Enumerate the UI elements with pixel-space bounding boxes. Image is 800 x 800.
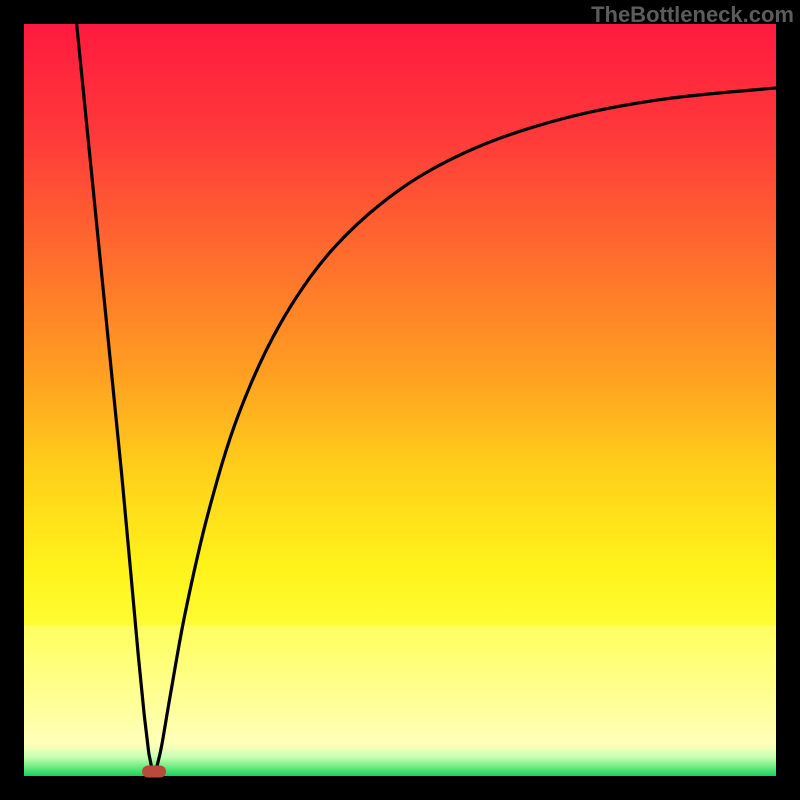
bottleneck-chart xyxy=(0,0,800,800)
minimum-marker xyxy=(142,765,166,777)
chart-container: TheBottleneck.com xyxy=(0,0,800,800)
watermark-text: TheBottleneck.com xyxy=(591,2,794,28)
